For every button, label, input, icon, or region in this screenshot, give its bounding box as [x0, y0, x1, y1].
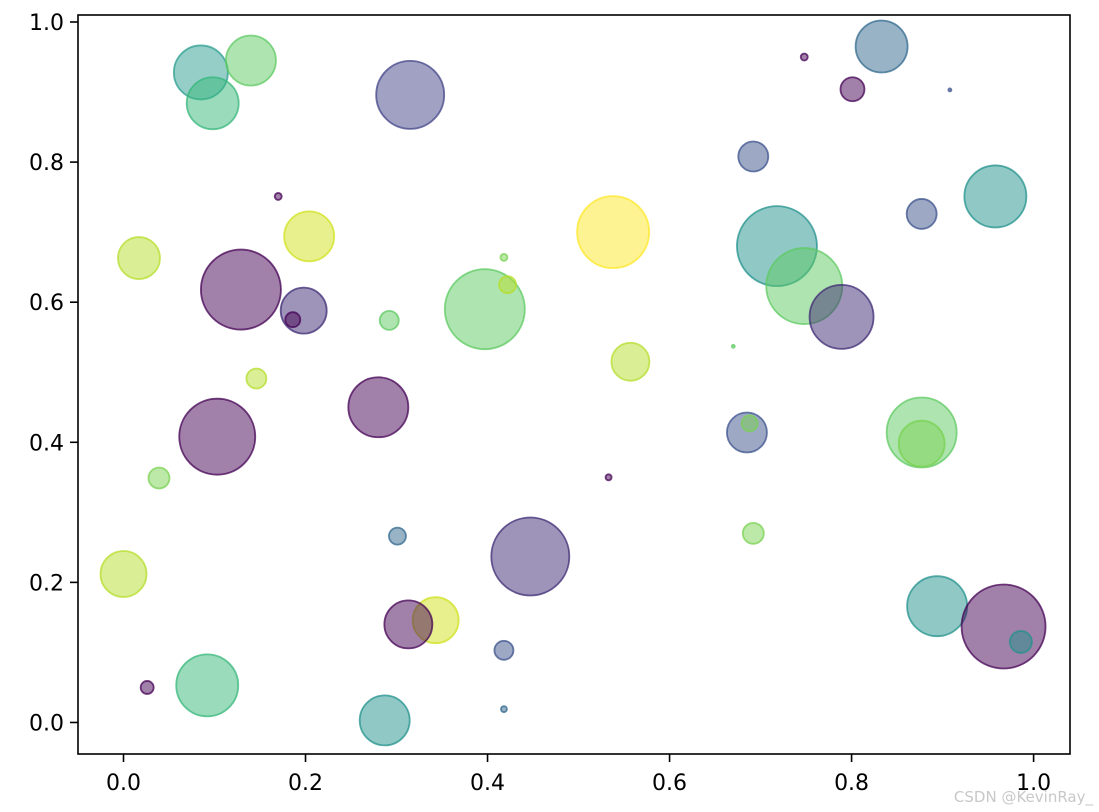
scatter-point-16: [284, 311, 302, 329]
scatter-point-2: [185, 76, 240, 131]
scatter-point-5: [799, 52, 809, 62]
scatter-point-47: [175, 653, 240, 718]
x-tick-label-5: 1.0: [1016, 771, 1051, 796]
y-tick-label-5: 1.0: [29, 11, 64, 36]
scatter-point-46: [139, 680, 155, 695]
y-tick-label-2: 0.4: [29, 431, 64, 456]
y-tick-label-4: 0.8: [29, 151, 64, 176]
scatter-point-24: [808, 284, 875, 350]
y-tick-label-1: 0.2: [29, 571, 64, 596]
scatter-point-1: [225, 34, 277, 87]
scatter-point-45: [493, 639, 515, 661]
scatter-point-43: [960, 583, 1047, 670]
points-layer: [99, 19, 1047, 747]
y-tick-label-0: 0.0: [29, 711, 64, 736]
scatter-point-49: [358, 694, 411, 747]
scatter-point-19: [499, 252, 509, 262]
scatter-point-34: [147, 466, 171, 490]
y-tick-label-3: 0.6: [29, 291, 64, 316]
scatter-point-9: [905, 198, 938, 230]
x-tick-label-1: 0.2: [288, 771, 323, 796]
scatter-point-44: [1008, 630, 1033, 654]
scatter-point-7: [947, 87, 953, 93]
scatter-point-41: [383, 599, 434, 650]
x-tick-label-2: 0.4: [470, 771, 505, 796]
scatter-point-38: [490, 516, 571, 597]
scatter-point-21: [576, 195, 651, 270]
scatter-point-8: [737, 140, 770, 173]
scatter-point-17: [378, 310, 400, 331]
scatter-point-4: [854, 19, 909, 74]
x-tick-label-4: 0.8: [834, 771, 869, 796]
scatter-point-35: [604, 473, 613, 482]
scatter-point-28: [347, 376, 410, 439]
scatter-point-3: [375, 59, 446, 130]
scatter-point-26: [610, 341, 651, 382]
scatter-point-37: [388, 526, 407, 546]
scatter-point-31: [740, 414, 759, 433]
scatter-point-6: [839, 76, 866, 103]
x-tick-label-0: 0.0: [106, 771, 141, 796]
scatter-point-14: [200, 248, 282, 331]
scatter-point-36: [741, 521, 765, 545]
scatter-point-39: [99, 550, 148, 598]
scatter-point-15: [279, 286, 328, 335]
scatter-point-48: [500, 705, 508, 714]
ticks-layer: 0.0 0.2 0.4 0.6 0.8 1.0 0.0 0.2 0.4 0.6 0.8 1.0: [29, 11, 1051, 796]
x-tick-label-3: 0.6: [652, 771, 687, 796]
scatter-point-42: [906, 575, 969, 638]
scatter-point-20: [498, 275, 517, 295]
watermark: CSDN @KevinRay_: [953, 788, 1093, 806]
scatter-point-12: [283, 210, 336, 263]
scatter-point-29: [178, 397, 257, 476]
scatter-point-27: [245, 367, 268, 390]
plot-frame: [77, 14, 1071, 755]
scatter-point-25: [730, 343, 736, 349]
scatter-point-33: [897, 419, 946, 468]
scatter-point-11: [273, 192, 283, 201]
scatter-point-10: [963, 164, 1028, 229]
scatter-point-13: [117, 236, 161, 280]
